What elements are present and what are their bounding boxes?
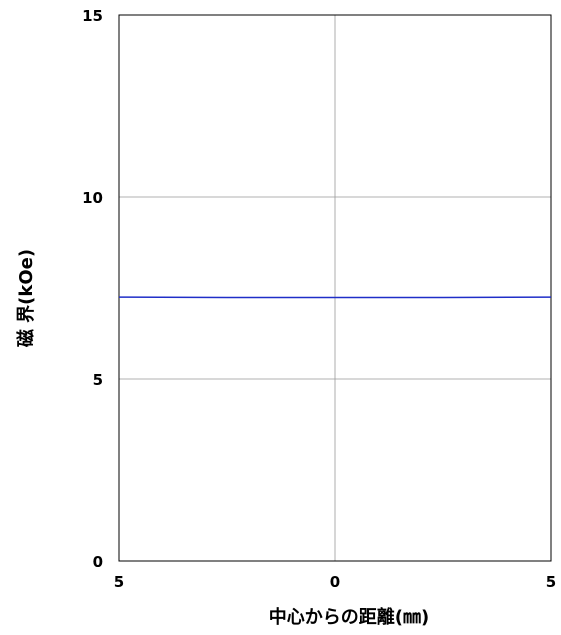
x-tick-label: 5 <box>114 573 124 591</box>
y-tick-label: 5 <box>93 371 103 389</box>
x-tick-label: 0 <box>330 573 340 591</box>
y-axis-label: 磁 界(kOe) <box>15 249 37 347</box>
y-tick-labels: 0 5 10 15 <box>82 7 103 571</box>
x-axis-label: 中心からの距離(㎜) <box>269 606 429 628</box>
y-tick-label: 0 <box>93 553 103 571</box>
x-tick-labels: 5 0 5 <box>114 573 556 591</box>
y-tick-label: 15 <box>82 7 103 25</box>
x-tick-label: 5 <box>546 573 556 591</box>
gridlines <box>119 15 551 561</box>
y-tick-label: 10 <box>82 189 103 207</box>
plot-area-frame <box>118 14 552 562</box>
